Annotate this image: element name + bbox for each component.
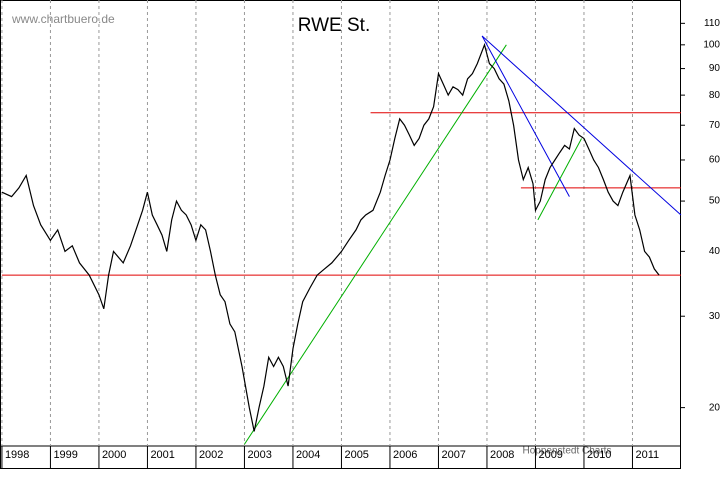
trend-line bbox=[481, 35, 682, 216]
price-line bbox=[1, 42, 660, 432]
x-tick-label: 2009 bbox=[538, 449, 562, 461]
plot-frame bbox=[0, 0, 681, 469]
y-tick-label: 30 bbox=[709, 311, 721, 322]
x-tick-label: 2000 bbox=[102, 449, 126, 461]
y-tick-label: 60 bbox=[709, 155, 721, 166]
y-tick-label: 50 bbox=[709, 196, 721, 207]
source: Hoppenstedt Charts bbox=[523, 446, 612, 457]
y-tick-label: 20 bbox=[709, 402, 721, 413]
y-tick-label: 90 bbox=[709, 63, 721, 74]
y-tick-label: 80 bbox=[709, 90, 721, 101]
x-tick-label: 2006 bbox=[393, 449, 417, 461]
y-tick-label: 100 bbox=[703, 39, 720, 50]
y-tick-label: 110 bbox=[704, 18, 720, 29]
x-tick-label: 2007 bbox=[441, 449, 465, 461]
x-tick-label: 2005 bbox=[344, 449, 368, 461]
watermark: www.chartbuero.de bbox=[11, 12, 115, 26]
chart-title: RWE St. bbox=[298, 15, 371, 36]
x-tick-label: 1998 bbox=[5, 449, 29, 461]
x-tick-label: 1999 bbox=[53, 449, 77, 461]
x-tick-label: 2003 bbox=[247, 449, 271, 461]
x-tick-label: 2010 bbox=[587, 449, 611, 461]
x-tick-label: 2011 bbox=[635, 449, 659, 461]
trend-line bbox=[481, 35, 570, 197]
y-tick-label: 40 bbox=[709, 246, 721, 257]
x-tick-label: 2002 bbox=[199, 449, 223, 461]
x-tick-label: 2004 bbox=[296, 449, 320, 461]
x-tick-label: 2008 bbox=[490, 449, 514, 461]
y-tick-label: 70 bbox=[709, 120, 721, 131]
x-tick-label: 2001 bbox=[150, 449, 174, 461]
trend-line bbox=[244, 44, 507, 445]
